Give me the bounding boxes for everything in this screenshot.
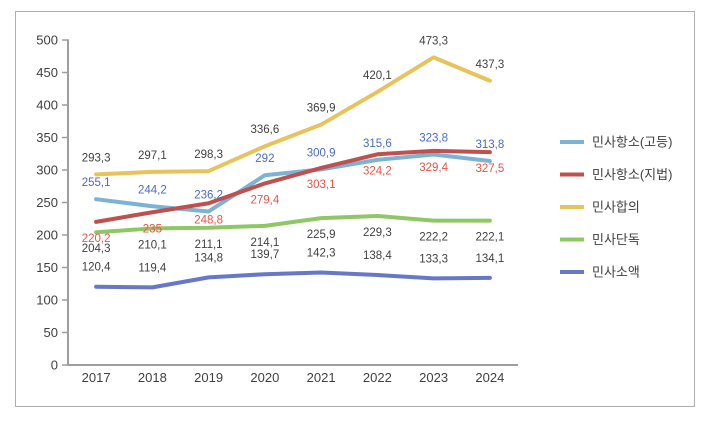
civil-cases-line-chart: 0 50 100 150 200 250 300 350 400 450 500 2017 2018 20… [36,33,672,386]
legend-label-0: 민사항소(고등) [592,135,672,150]
x-axis-label: 2021 [307,370,336,385]
data-label-series-3: 204,3 [82,243,111,255]
data-label-series-3: 214,1 [250,237,279,249]
series-line-4 [94,270,492,290]
data-label-series-4: 138,4 [363,250,392,262]
y-axis-tick-label: 450 [36,65,58,80]
data-label-series-4: 120,4 [82,262,111,274]
legend-label-4: 민사소액 [592,265,640,280]
x-axis-label: 2020 [250,370,279,385]
y-axis-tick-label: 200 [36,228,58,243]
data-label-series-4: 119,4 [138,262,167,274]
data-label-series-3: 225,9 [307,229,336,241]
legend-label-2: 민사합의 [592,200,640,215]
data-label-series-2: 336,6 [250,124,279,136]
data-label-series-4: 133,3 [419,253,448,265]
data-label-series-1: 324,2 [363,165,392,177]
data-label-series-3: 211,1 [195,239,223,251]
data-label-series-2: 293,3 [82,152,111,164]
data-label-series-3: 222,2 [419,232,448,244]
data-label-series-0: 323,8 [419,133,448,145]
data-label-series-2: 369,9 [307,103,336,115]
legend-label-3: 민사단독 [592,232,640,247]
data-label-series-3: 229,3 [363,227,392,239]
y-axis-tick-label: 350 [36,130,58,145]
data-label-series-1: 329,4 [419,162,448,174]
data-label-series-2: 420,1 [363,70,392,82]
y-axis-tick-label: 150 [36,260,58,275]
legend-label-1: 민사항소(지법) [592,167,672,182]
series-line-2 [94,55,492,177]
y-axis-tick-label: 50 [44,325,58,340]
series-line-0 [94,152,492,214]
data-label-series-1: 327,5 [475,163,504,175]
data-label-series-4: 142,3 [307,248,336,260]
series-line-3 [94,213,492,235]
data-label-series-3: 210,1 [138,239,167,251]
data-label-series-1: 279,4 [250,194,279,206]
y-axis-tick-label: 400 [36,98,58,113]
data-label-series-0: 300,9 [307,147,336,159]
data-label-series-1: 248,8 [194,214,223,226]
x-axis-label: 2019 [194,370,223,385]
y-axis-tick-label: 100 [36,293,58,308]
y-axis-tick-label: 300 [36,163,58,178]
data-label-series-0: 313,8 [475,139,504,151]
y-axis-tick-label: 500 [36,33,58,48]
data-label-series-0: 244,2 [138,184,167,196]
x-axis-label: 2017 [82,370,111,385]
y-axis-tick-label: 250 [36,195,58,210]
y-axis-tick-label: 0 [51,358,58,373]
data-label-series-0: 255,1 [82,177,111,189]
data-label-series-0: 292 [255,153,274,165]
data-label-series-4: 134,1 [475,253,504,265]
data-label-series-1: 220,2 [82,233,111,245]
data-label-series-1: 303,1 [307,179,336,191]
data-label-series-1: 235 [143,223,162,235]
data-label-series-2: 473,3 [419,35,448,47]
x-axis-label: 2023 [419,370,448,385]
data-label-series-3: 222,1 [475,232,504,244]
x-axis-label: 2024 [475,370,504,385]
data-label-series-0: 315,6 [363,138,392,150]
series-line-1 [94,148,492,224]
data-label-series-4: 134,8 [194,252,223,264]
data-label-series-4: 139,7 [250,249,279,261]
data-label-series-2: 297,1 [138,150,167,162]
data-label-series-0: 236,2 [194,189,223,201]
chart-frame: 0 50 100 150 200 250 300 350 400 450 500 2017 2018 20… [15,11,695,407]
x-axis-label: 2018 [138,370,167,385]
x-axis-label: 2022 [363,370,392,385]
data-label-series-2: 298,3 [194,149,223,161]
data-label-series-2: 437,3 [475,59,504,71]
